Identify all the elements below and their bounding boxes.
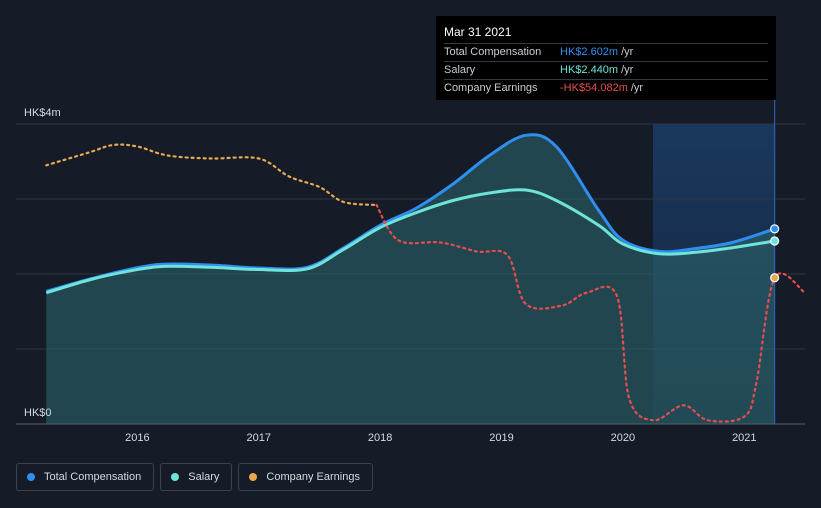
- tooltip-value: HK$2.440m: [560, 64, 619, 76]
- tooltip: Mar 31 2021 Total Compensation HK$2.602m…: [436, 16, 776, 100]
- marker-company-earnings: [770, 273, 780, 283]
- tooltip-label: Company Earnings: [444, 82, 538, 94]
- tooltip-unit: /yr: [621, 46, 634, 58]
- legend: Total Compensation Salary Company Earnin…: [16, 463, 373, 491]
- x-tick-label: 2020: [611, 432, 635, 444]
- salary-area: [46, 134, 775, 424]
- tooltip-value: HK$2.602m: [560, 46, 619, 58]
- tooltip-value: -HK$54.082m: [560, 82, 628, 94]
- x-tick-label: 2017: [247, 432, 271, 444]
- x-tick-label: 2016: [125, 432, 149, 444]
- legend-label: Salary: [188, 471, 220, 483]
- legend-item-total-compensation[interactable]: Total Compensation: [16, 463, 155, 491]
- marker-salary: [770, 236, 780, 246]
- legend-dot: [249, 473, 258, 481]
- tooltip-unit: /yr: [621, 64, 634, 76]
- series-line-company-earnings: [375, 203, 807, 423]
- marker-total-compensation: [770, 224, 780, 234]
- legend-label: Total Compensation: [44, 471, 142, 483]
- x-tick-label: 2018: [368, 432, 392, 444]
- series-line-company-earnings-early: [45, 143, 378, 207]
- x-tick-label: 2021: [732, 432, 756, 444]
- y-label-top: HK$4m: [24, 107, 61, 119]
- x-tick-label: 2019: [489, 432, 513, 444]
- tooltip-unit: /yr: [630, 82, 644, 94]
- legend-dot: [171, 473, 180, 481]
- legend-item-salary[interactable]: Salary: [160, 463, 233, 491]
- tooltip-row-total-compensation: Total Compensation HK$2.602m /yr: [444, 43, 768, 61]
- y-label-bottom: HK$0: [24, 407, 52, 419]
- series-line-salary: [45, 188, 775, 295]
- x-axis-ticks: 2016 2017 2018 2019 2020 2021: [125, 432, 756, 444]
- legend-item-company-earnings[interactable]: Company Earnings: [238, 463, 373, 491]
- tooltip-label: Total Compensation: [444, 46, 542, 58]
- tooltip-row-salary: Salary HK$2.440m /yr: [444, 61, 768, 79]
- highlight-markers: [770, 224, 780, 283]
- legend-label: Company Earnings: [266, 471, 360, 483]
- tooltip-label: Salary: [444, 64, 476, 76]
- series-line-total-compensation: [45, 133, 776, 293]
- legend-dot: [27, 473, 35, 481]
- tooltip-row-company-earnings: Company Earnings -HK$54.082m /yr: [444, 79, 768, 97]
- tooltip-date: Mar 31 2021: [444, 25, 512, 39]
